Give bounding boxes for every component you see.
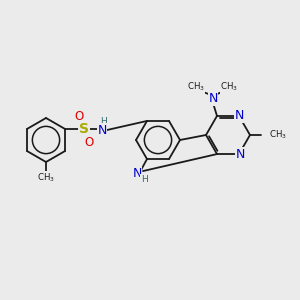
Text: N: N xyxy=(98,124,107,136)
Text: CH$_3$: CH$_3$ xyxy=(37,172,55,184)
Text: S: S xyxy=(79,122,89,136)
Text: CH$_3$: CH$_3$ xyxy=(269,129,287,141)
Text: CH$_3$: CH$_3$ xyxy=(220,81,238,93)
Text: H: H xyxy=(100,118,106,127)
Text: N: N xyxy=(132,167,142,180)
Text: N: N xyxy=(234,110,244,122)
Text: H: H xyxy=(141,175,147,184)
Text: N: N xyxy=(208,92,218,105)
Text: CH$_3$: CH$_3$ xyxy=(187,81,205,93)
Text: O: O xyxy=(84,136,94,148)
Text: O: O xyxy=(74,110,84,122)
Text: N: N xyxy=(235,148,245,160)
